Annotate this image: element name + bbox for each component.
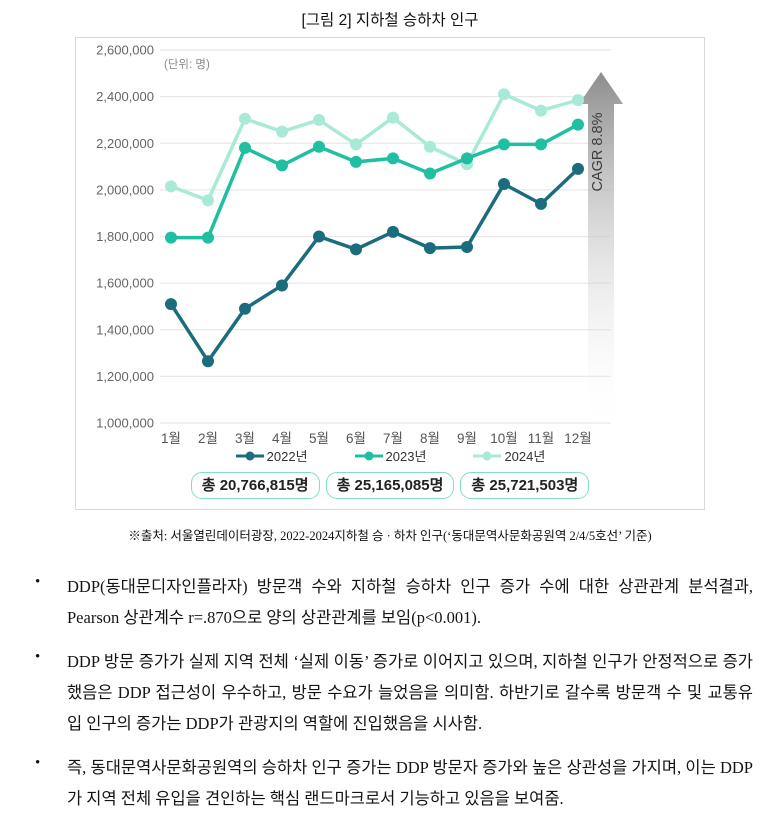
total-badge-2024: 총 25,721,503명 — [460, 472, 590, 499]
data-point — [461, 152, 473, 165]
data-point — [535, 197, 547, 210]
series-2023년 — [165, 118, 584, 244]
data-point — [313, 230, 325, 243]
svg-text:2,400,000: 2,400,000 — [96, 89, 154, 104]
data-point — [535, 104, 547, 117]
legend-item-2024[interactable]: 2024년 — [472, 446, 545, 465]
svg-text:9월: 9월 — [457, 431, 477, 446]
data-point — [276, 159, 288, 172]
series-2022년 — [165, 162, 584, 368]
svg-text:5월: 5월 — [309, 431, 329, 446]
data-point — [424, 167, 436, 180]
svg-text:3월: 3월 — [235, 431, 255, 446]
data-point — [387, 111, 399, 124]
svg-text:1월: 1월 — [161, 431, 181, 446]
legend-marker-icon — [472, 451, 502, 461]
svg-text:2,000,000: 2,000,000 — [96, 182, 154, 197]
bullet-text: 즉, 동대문역사문화공원역의 승하차 인구 증가는 DDP 방문자 증가와 높은… — [67, 758, 753, 809]
legend-label: 2024년 — [504, 449, 546, 464]
svg-text:2,200,000: 2,200,000 — [96, 136, 154, 151]
chart-svg: 1,000,000 1,200,000 1,400,000 1,600,000 1,80… — [96, 43, 623, 446]
data-point — [572, 162, 584, 175]
svg-text:1,200,000: 1,200,000 — [96, 369, 154, 384]
data-point — [572, 118, 584, 131]
data-point — [424, 140, 436, 153]
data-point — [165, 231, 177, 244]
bullet-item: • DDP 방문 증가가 실제 지역 전체 ‘실제 이동’ 증가로 이어지고 있… — [27, 646, 753, 739]
data-point — [498, 88, 510, 101]
svg-text:12월: 12월 — [564, 431, 591, 446]
svg-text:8월: 8월 — [420, 431, 440, 446]
data-point — [498, 178, 510, 191]
data-point — [239, 112, 251, 125]
data-point — [424, 242, 436, 255]
svg-text:2,600,000: 2,600,000 — [96, 43, 154, 58]
svg-text:11월: 11월 — [528, 431, 554, 446]
bullet-marker: • — [35, 755, 41, 772]
chart-legend: 2022년 2023년 2024년 — [76, 446, 704, 465]
bullet-list: • DDP(동대문디자인플라자) 방문객 수와 지하철 승하차 인구 증가 수에… — [27, 571, 753, 814]
cagr-arrow: CAGR 8.8% — [579, 72, 623, 434]
data-point — [350, 243, 362, 256]
data-point — [202, 194, 214, 207]
data-point — [572, 94, 584, 107]
svg-text:6월: 6월 — [346, 431, 366, 446]
data-point — [350, 138, 362, 151]
data-point — [535, 138, 547, 151]
bullet-text: DDP(동대문디자인플라자) 방문객 수와 지하철 승하차 인구 증가 수에 대… — [67, 577, 753, 628]
data-point — [461, 240, 473, 253]
data-point — [165, 298, 177, 311]
x-axis-labels: 1월 2월 3월 4월 5월 6월 7월 8월 9월 10월 11월 12월 — [161, 431, 592, 446]
data-point — [239, 141, 251, 154]
data-point — [276, 279, 288, 292]
bullet-marker: • — [35, 574, 41, 590]
chart-panel: (단위: 명) 1,000,000 1,200,000 1,400,000 1,600… — [75, 37, 705, 510]
bullet-item: • DDP(동대문디자인플라자) 방문객 수와 지하철 승하차 인구 증가 수에… — [27, 571, 753, 633]
bullet-text: DDP 방문 증가가 실제 지역 전체 ‘실제 이동’ 증가로 이어지고 있으며… — [67, 652, 753, 734]
cagr-label: CAGR 8.8% — [590, 112, 606, 191]
svg-text:10월: 10월 — [490, 431, 517, 446]
svg-text:1,800,000: 1,800,000 — [96, 229, 154, 244]
series-2024년 — [165, 88, 584, 207]
data-point — [313, 113, 325, 126]
unit-label: (단위: 명) — [164, 59, 210, 71]
legend-label: 2022년 — [266, 449, 308, 464]
svg-text:1,600,000: 1,600,000 — [96, 276, 154, 291]
svg-text:4월: 4월 — [272, 431, 292, 446]
svg-text:7월: 7월 — [383, 431, 403, 446]
data-point — [239, 302, 251, 315]
totals-row: 총 20,766,815명 총 25,165,085명 총 25,721,503… — [76, 472, 704, 499]
legend-marker-icon — [354, 451, 384, 461]
bullet-item: • 즉, 동대문역사문화공원역의 승하차 인구 증가는 DDP 방문자 증가와 … — [27, 752, 753, 814]
data-point — [202, 355, 214, 368]
data-point — [498, 138, 510, 151]
svg-text:1,400,000: 1,400,000 — [96, 322, 154, 337]
legend-item-2022[interactable]: 2022년 — [235, 446, 308, 465]
data-point — [387, 225, 399, 238]
legend-label: 2023년 — [385, 449, 427, 464]
data-point — [387, 152, 399, 165]
bullet-marker: • — [35, 649, 41, 666]
y-axis-labels: 1,000,000 1,200,000 1,400,000 1,600,000 1,80… — [96, 43, 154, 431]
figure-title: [그림 2] 지하철 승하차 인구 — [301, 12, 479, 29]
data-point — [276, 125, 288, 138]
svg-text:1,000,000: 1,000,000 — [96, 416, 154, 431]
data-point — [165, 180, 177, 193]
data-point — [313, 140, 325, 153]
data-point — [350, 155, 362, 168]
source-note: ※출처: 서울열린데이터광장, 2022-2024지하철 승 · 하차 인구(‘… — [128, 529, 652, 543]
line-chart: 1,000,000 1,200,000 1,400,000 1,600,000 1,80… — [76, 42, 704, 452]
legend-item-2023[interactable]: 2023년 — [354, 446, 427, 465]
legend-marker-icon — [235, 451, 265, 461]
total-badge-2022: 총 20,766,815명 — [190, 472, 320, 499]
total-badge-2023: 총 25,165,085명 — [325, 472, 455, 499]
data-point — [202, 231, 214, 244]
svg-text:2월: 2월 — [198, 431, 218, 446]
